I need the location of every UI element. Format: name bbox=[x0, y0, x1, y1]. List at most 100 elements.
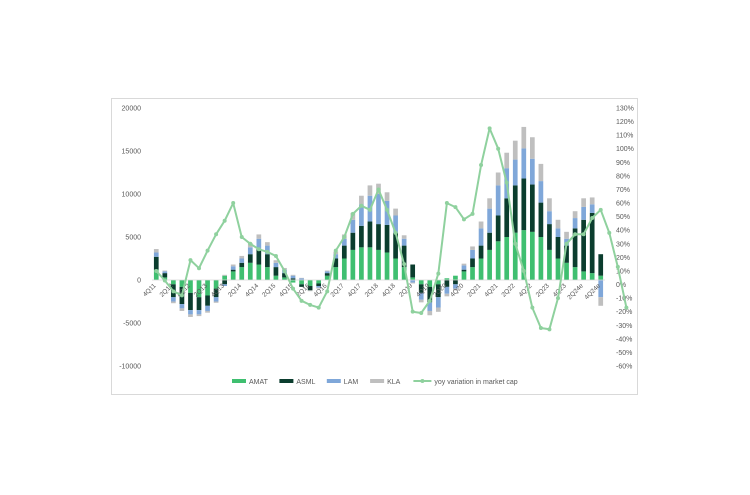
yoy-point bbox=[555, 296, 560, 301]
yoy-point bbox=[393, 230, 398, 235]
bar-asml bbox=[444, 280, 450, 287]
bar-asml bbox=[367, 221, 373, 248]
bar-kla bbox=[324, 270, 330, 272]
yoy-point bbox=[239, 235, 244, 239]
bar-lam bbox=[341, 238, 347, 246]
yoy-point bbox=[479, 163, 484, 168]
bar-amat bbox=[529, 231, 535, 280]
bar-lam bbox=[256, 238, 262, 250]
bar-lam bbox=[162, 271, 168, 274]
bar-kla bbox=[359, 195, 364, 205]
category-label: 4Q11 bbox=[142, 282, 158, 298]
y-right-tick-label: 130% bbox=[616, 106, 634, 113]
bar-asml bbox=[547, 224, 552, 250]
bar-kla bbox=[581, 198, 586, 207]
bar-lam bbox=[572, 218, 578, 229]
bar-kla bbox=[213, 301, 219, 303]
bar-kla bbox=[222, 274, 228, 276]
bar-kla bbox=[196, 314, 202, 317]
bar-lam bbox=[324, 271, 330, 274]
y-right-tick-label: 20% bbox=[616, 255, 630, 262]
y-left-tick-label: -5000 bbox=[123, 321, 141, 328]
y-right-tick-label: 60% bbox=[616, 201, 630, 208]
yoy-point bbox=[487, 126, 492, 131]
yoy-point bbox=[214, 232, 219, 237]
bar-asml bbox=[376, 224, 381, 250]
y-right-tick-label: 30% bbox=[616, 241, 630, 248]
bar-kla bbox=[316, 287, 322, 289]
bar-amat bbox=[324, 275, 330, 280]
bar-asml bbox=[230, 269, 236, 272]
bar-asml bbox=[572, 228, 578, 268]
bar-lam bbox=[435, 297, 441, 308]
chart-svg: -10000 -5000 0 5000 10000 15000 20000 -60% -50% -… bbox=[119, 106, 634, 387]
yoy-point bbox=[402, 262, 407, 267]
yoy-point bbox=[231, 201, 236, 206]
bar-kla bbox=[179, 308, 185, 311]
bar-kla bbox=[555, 219, 561, 229]
yoy-point bbox=[162, 278, 167, 283]
bar-asml bbox=[162, 273, 168, 278]
yoy-point bbox=[521, 268, 526, 273]
bar-kla bbox=[470, 246, 475, 250]
bar-amat bbox=[367, 247, 373, 280]
bar-amat bbox=[341, 258, 347, 280]
bar-asml bbox=[316, 283, 322, 287]
yoy-point bbox=[197, 266, 202, 271]
y-right-tick-label: 100% bbox=[616, 146, 634, 153]
bar-amat bbox=[572, 267, 578, 280]
yoy-point bbox=[410, 309, 415, 314]
bar-asml bbox=[589, 212, 595, 274]
bar-amat bbox=[273, 275, 279, 280]
bar-asml bbox=[555, 237, 561, 259]
bar-kla bbox=[307, 290, 313, 292]
bar-kla bbox=[418, 299, 424, 303]
bar-kla bbox=[444, 293, 450, 297]
category-label: 4Q18 bbox=[381, 282, 397, 298]
bar-lam bbox=[418, 292, 424, 300]
yoy-point bbox=[461, 217, 466, 222]
yoy-point bbox=[615, 264, 620, 269]
category-label: 4Q20 bbox=[449, 282, 465, 298]
bar-lam bbox=[213, 297, 219, 302]
bar-amat bbox=[581, 271, 586, 280]
legend-label: yoy variation in market cap bbox=[434, 379, 517, 386]
bar-asml bbox=[213, 288, 219, 298]
y-left-tick-label: 0 bbox=[137, 278, 141, 285]
bar-asml bbox=[273, 267, 279, 276]
y-right-tick-label: 70% bbox=[616, 187, 630, 194]
bar-kla bbox=[410, 282, 416, 284]
yoy-point bbox=[470, 211, 475, 216]
bar-amat bbox=[153, 269, 159, 280]
yoy-point bbox=[598, 207, 603, 212]
bar-lam bbox=[273, 262, 279, 268]
y-left-tick-label: 10000 bbox=[122, 192, 142, 199]
yoy-point bbox=[385, 207, 390, 212]
bar-amat bbox=[179, 280, 185, 287]
yoy-point bbox=[265, 249, 270, 254]
bar-lam bbox=[427, 302, 433, 311]
bar-kla bbox=[521, 126, 527, 149]
bar-amat bbox=[282, 277, 287, 280]
bar-lam bbox=[589, 204, 595, 213]
yoy-point bbox=[367, 207, 372, 212]
bar-amat bbox=[538, 237, 544, 280]
bar-amat bbox=[307, 280, 313, 287]
category-label: 2Q22 bbox=[500, 282, 516, 298]
yoy-point bbox=[205, 248, 210, 253]
yoy-point bbox=[624, 305, 629, 310]
bar-amat bbox=[427, 280, 433, 287]
bar-kla bbox=[529, 137, 535, 159]
bar-kla bbox=[282, 267, 287, 270]
yoy-point bbox=[299, 298, 304, 303]
yoy-point bbox=[538, 325, 543, 330]
category-label: 2Q19 bbox=[398, 282, 414, 298]
category-label: 2Q24e bbox=[566, 282, 585, 301]
bar-asml bbox=[453, 280, 458, 285]
bar-kla bbox=[589, 197, 595, 205]
y-right-tick-label: -30% bbox=[616, 323, 632, 330]
bar-lam bbox=[470, 249, 475, 259]
yoy-point bbox=[564, 241, 569, 246]
bar-asml bbox=[359, 225, 364, 248]
bar-lam bbox=[247, 247, 253, 255]
